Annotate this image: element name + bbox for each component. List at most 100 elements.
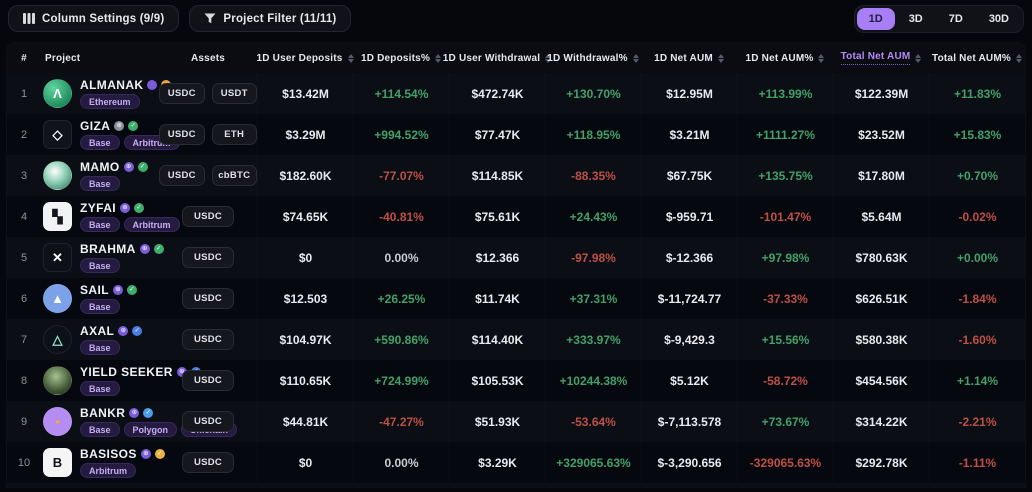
- table-row[interactable]: 10 B BASISOS ⊕ ✓ Arbitrum USDC $0 0.00% $3.29K +32…: [7, 442, 1025, 483]
- total-net-aum-pct-cell: -1.11%: [929, 442, 1025, 483]
- chain-chip-base: Base: [80, 422, 120, 437]
- withdrawal-cell: $75.61K: [449, 196, 545, 237]
- shield-icon: ✓: [134, 203, 145, 213]
- withdrawal-cell: $472.74K: [449, 73, 545, 114]
- column-header-1d-user-deposits[interactable]: 1D User Deposits: [257, 43, 354, 73]
- total-net-aum-pct-cell: +0.70%: [929, 155, 1025, 196]
- total-net-aum-cell: $17.80M: [833, 155, 929, 196]
- table-row[interactable]: 4 ▚ ZYFAI ⊕ ✓ Base Arbitrum USDC $74.65K -40.81% $…: [7, 196, 1025, 237]
- net-aum-cell: $5.12K: [641, 360, 737, 401]
- withdrawal-cell: $77.47K: [449, 114, 545, 155]
- net-aum-pct-cell: +15.56%: [737, 319, 833, 360]
- table-row[interactable]: 6 ▲ SAIL ⊕ ✓ Base USDC $12.503 +26.25% $11.74K +37…: [7, 278, 1025, 319]
- deposits-pct-cell: +994.52%: [353, 114, 449, 155]
- column-header-1d-deposits[interactable]: 1D Deposits%: [353, 43, 449, 73]
- asset-pill-usdc[interactable]: USDC: [159, 124, 205, 145]
- asset-pill-usdc[interactable]: USDC: [182, 411, 234, 432]
- column-header-label: 1D Withdrawal%: [547, 52, 628, 64]
- sort-icon: [818, 53, 825, 63]
- shield-icon: ✓: [153, 244, 164, 254]
- withdrawal-cell: $3.29K: [449, 442, 545, 483]
- assets-cell: USDC ETH: [159, 114, 257, 155]
- deposits-cell: $0: [257, 442, 353, 483]
- withdrawal-cell: $105.53K: [449, 360, 545, 401]
- asset-pill-usdc[interactable]: USDC: [182, 288, 234, 309]
- project-name: AXAL: [80, 324, 115, 338]
- project-name-row: ALMANAK: [80, 78, 172, 92]
- timeframe-3d-button[interactable]: 3D: [897, 8, 935, 30]
- columns-icon: [23, 13, 35, 24]
- total-net-aum-pct-cell: -2.21%: [929, 401, 1025, 442]
- deposits-pct-cell: -47.27%: [353, 401, 449, 442]
- total-net-aum-pct-cell: +0.00%: [929, 237, 1025, 278]
- project-cell: B BASISOS ⊕ ✓ Arbitrum: [41, 442, 165, 483]
- column-header-total-net-aum[interactable]: Total Net AUM%: [929, 43, 1025, 73]
- timeframe-30d-button[interactable]: 30D: [977, 8, 1021, 30]
- table-row[interactable]: 9▪BANKR⊕✓BasePolygonUnichainUSDC$44.81K-…: [7, 401, 1025, 442]
- project-logo: ✕: [43, 243, 72, 272]
- project-name-row: BASISOS ⊕ ✓: [80, 447, 165, 461]
- column-header-1d-net-aum[interactable]: 1D Net AUM%: [737, 43, 833, 73]
- chain-chips: Base Arbitrum: [80, 135, 180, 150]
- globe-icon: ⊕: [118, 326, 129, 336]
- project-logo: [43, 366, 72, 395]
- deposits-pct-cell: +724.99%: [353, 360, 449, 401]
- column-header-label: 1D User Withdrawal: [442, 52, 541, 64]
- asset-pill-cbbtc[interactable]: cbBTC: [211, 165, 257, 186]
- net-aum-cell: $-7,113.578: [641, 401, 737, 442]
- timeframe-selector: 1D 3D 7D 30D: [853, 4, 1024, 33]
- total-net-aum-pct-cell: +1.14%: [929, 360, 1025, 401]
- table-row[interactable]: 7 △ AXAL ⊕ ✓ Base USDC $104.97K +590.86% $114.40K…: [7, 319, 1025, 360]
- column-header-1d-net-aum[interactable]: 1D Net AUM: [641, 43, 737, 73]
- rank-cell: 2: [20, 128, 28, 141]
- deposits-pct-cell: -40.81%: [353, 196, 449, 237]
- asset-pill-usdt[interactable]: USDT: [211, 83, 257, 104]
- column-header-1d-user-withdrawal[interactable]: 1D User Withdrawal: [443, 43, 552, 73]
- asset-pill-usdc[interactable]: USDC: [182, 370, 234, 391]
- rank-cell: 10: [17, 456, 31, 469]
- chain-chips: Ethereum: [80, 94, 159, 109]
- asset-pill-usdc[interactable]: USDC: [182, 452, 234, 473]
- column-settings-button[interactable]: Column Settings (9/9): [8, 5, 180, 32]
- assets-cell: USDC: [159, 401, 257, 442]
- asset-pill-usdc[interactable]: USDC: [159, 165, 205, 186]
- net-aum-pct-cell: -37.33%: [737, 278, 833, 319]
- check-icon: ✓: [137, 162, 148, 172]
- project-cell: ▪ BANKR⊕✓ BasePolygonUnichain: [41, 401, 238, 442]
- column-header-total-net-aum[interactable]: Total Net AUM: [833, 43, 929, 73]
- net-aum-cell: $-12.366: [641, 237, 737, 278]
- project-logo: △: [43, 325, 72, 354]
- table-row[interactable]: 2 ◇ GIZA ⊕ ✓ Base Arbitrum USDC ETH $3.29M +994.52…: [7, 114, 1025, 155]
- net-aum-cell: $-11,724.77: [641, 278, 737, 319]
- net-aum-pct-cell: +135.75%: [737, 155, 833, 196]
- assets-cell: USDC: [159, 319, 257, 360]
- total-net-aum-cell: $314.22K: [833, 401, 929, 442]
- assets-cell: USDC: [159, 442, 257, 483]
- table-row[interactable]: 1 Λ ALMANAK Ethereum USDC USDT $13.42M +114.54%…: [7, 73, 1025, 114]
- project-logo: ▪: [43, 407, 72, 436]
- asset-pill-usdc[interactable]: USDC: [182, 247, 234, 268]
- withdrawal-cell: $12.366: [449, 237, 545, 278]
- project-filter-button[interactable]: Project Filter (11/11): [189, 5, 352, 32]
- timeframe-1d-button[interactable]: 1D: [856, 7, 895, 30]
- column-header-1d-withdrawal[interactable]: 1D Withdrawal%: [545, 43, 641, 73]
- table-row[interactable]: 5 ✕ BRAHMA ⊕ ✓ Base USDC $0 0.00% $12.366 -97.98% $…: [7, 237, 1025, 278]
- project-meta: AXAL ⊕ ✓ Base: [80, 324, 143, 355]
- rank-cell: 1: [20, 87, 28, 100]
- deposits-cell: $44.81K: [257, 401, 353, 442]
- deposits-cell: $12.503: [257, 278, 353, 319]
- project-logo: ▚: [43, 202, 72, 231]
- assets-cell: USDC USDT: [159, 73, 257, 114]
- asset-pill-usdc[interactable]: USDC: [182, 329, 234, 350]
- timeframe-7d-button[interactable]: 7D: [937, 8, 975, 30]
- asset-pill-eth[interactable]: ETH: [211, 124, 257, 145]
- chain-chips: Base: [80, 299, 137, 314]
- assets-cell: USDC: [159, 196, 257, 237]
- deposits-cell: $13.42M: [257, 73, 353, 114]
- project-cell: MAMO ⊕ ✓ Base: [41, 155, 159, 196]
- asset-pill-usdc[interactable]: USDC: [182, 206, 234, 227]
- table-row[interactable]: 3 MAMO ⊕ ✓ Base USDC cbBTC $182.60K -77.07% $114.…: [7, 155, 1025, 196]
- project-cell: ▲ SAIL ⊕ ✓ Base: [41, 278, 159, 319]
- asset-pill-usdc[interactable]: USDC: [159, 83, 205, 104]
